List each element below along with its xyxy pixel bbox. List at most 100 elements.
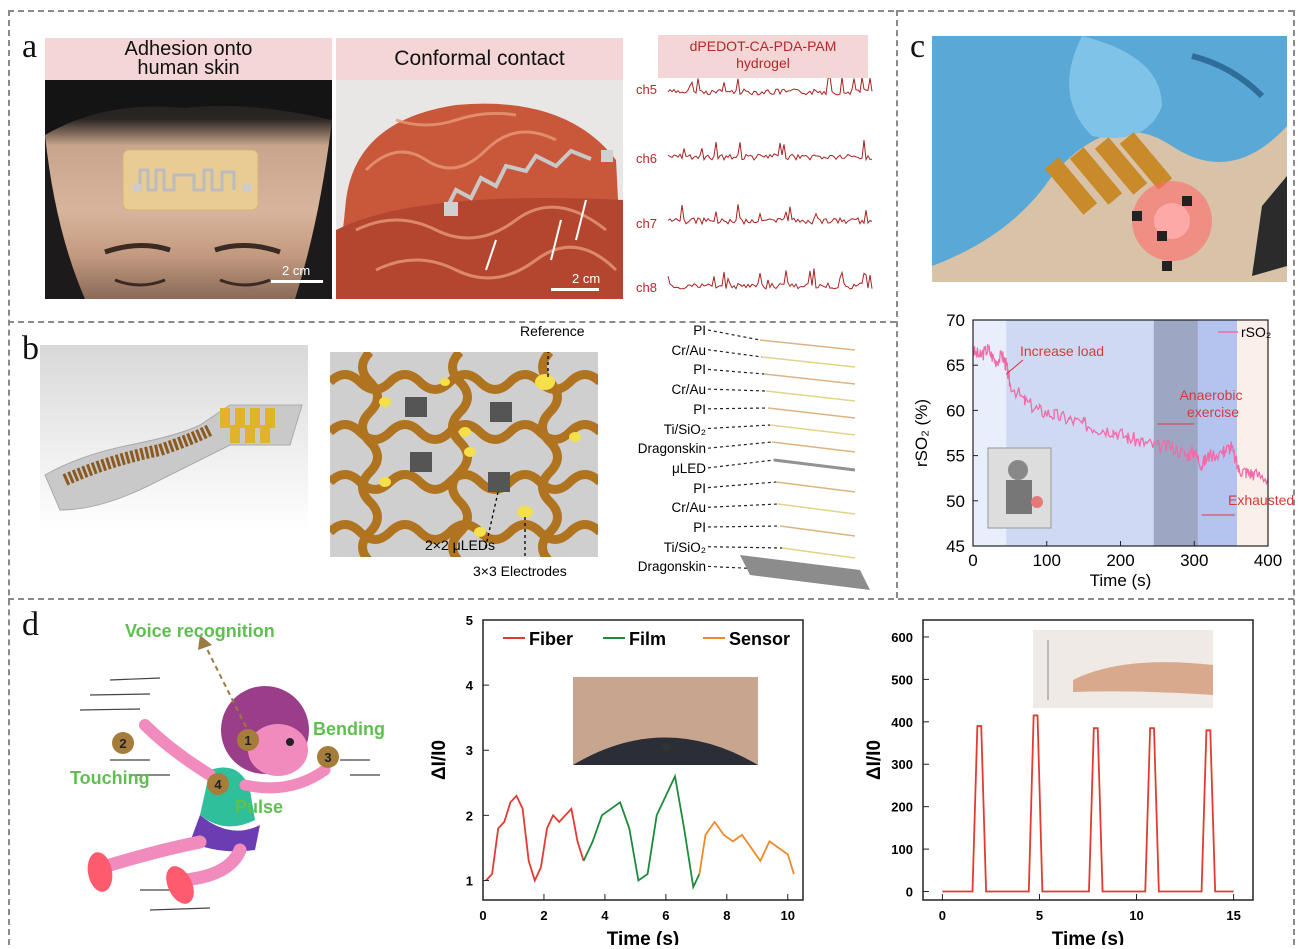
scalebar-1-label: 2 cm [282,263,310,278]
x-tick-label: 400 [1254,551,1282,570]
x-tick-label: 0 [939,908,946,923]
legend-label: Sensor [729,629,790,649]
layer-sheet [772,442,855,452]
x-tick-label: 6 [662,908,669,923]
label-electrodes: 3×3 Electrodes [473,563,567,579]
panel-label-c: c [910,28,925,66]
panel-label-d: d [22,606,39,644]
marker-1: 1 [244,733,251,748]
marker-2: 2 [119,736,126,751]
region-anaerobic [1154,320,1198,546]
eeg-trace [668,204,872,224]
y-axis-label: ΔI/I0 [864,740,885,780]
x-tick-label: 0 [479,908,486,923]
photo-forehead: 2 cm [45,80,332,299]
y-tick-label: 300 [891,757,913,772]
layer-sheet [776,482,855,492]
panel-label-a: a [22,28,37,66]
layer-arrow [708,442,772,448]
layer-label: Dragonskin [610,557,706,577]
layer-label: PI [610,518,706,538]
header-adhesion: Adhesion onto human skin [45,38,332,80]
divider-ab-c [896,10,898,598]
frame-top [8,10,1294,12]
x-tick-label: 5 [1036,908,1043,923]
eeg-ch5-label: ch5 [636,82,657,97]
layer-sheet [782,548,855,558]
layer-arrow [708,482,776,488]
layer-sheet [774,460,855,470]
y-tick-label: 0 [906,885,913,900]
annotation-exhausted: Exhausted [1228,492,1294,508]
header-conformal-text: Conformal contact [394,47,564,70]
chart-touch-peaks: 0 100 200 300 400 500 600 0 5 10 15 Time (s) ΔI/I0 [855,605,1275,945]
x-axis-label: Time (s) [607,929,680,945]
x-tick-label: 2 [540,908,547,923]
x-tick-label: 10 [781,908,795,923]
header-hydrogel-line1: dPEDOT-CA-PDA-PAM [658,38,868,55]
frame-left [8,10,10,945]
layer-sheet [768,408,855,418]
x-tick-label: 300 [1180,551,1208,570]
x-tick-label: 200 [1106,551,1134,570]
label-pulse: Pulse [235,797,283,817]
header-hydrogel-line2: hydrogel [658,55,868,72]
layer-arrow [708,389,766,391]
annotation-increase-load: Increase load [1020,343,1104,359]
device-overview [40,345,308,530]
x-tick-label: 15 [1226,908,1240,923]
y-axis-label: rSO₂ (%) [912,399,931,467]
layer-label: Ti/SiO₂ [610,538,706,558]
label-voice: Voice recognition [125,621,275,641]
y-tick-label: 100 [891,842,913,857]
layer-sheet [778,504,855,514]
y-tick-label: 3 [466,743,473,758]
x-tick-label: 8 [723,908,730,923]
layer-sheet [770,425,855,435]
region-exhausted [1198,320,1237,546]
x-tick-label: 10 [1129,908,1143,923]
divider-top-d [8,598,1294,600]
inset-head [1008,460,1028,480]
layer-arrow [708,425,770,429]
layer-arrow [708,460,774,468]
layer-label: PI [610,479,706,499]
inset-sensor-dot [662,743,670,751]
layer-label: Dragonskin [610,439,706,459]
header-hydrogel: dPEDOT-CA-PDA-PAM hydrogel [658,35,868,78]
eeg-ch7-label: ch7 [636,216,657,231]
marker-4: 4 [214,777,222,792]
layer-sheet [766,391,855,401]
layer-arrow [708,408,768,409]
x-tick-label: 100 [1033,551,1061,570]
y-tick-label: 50 [946,492,965,511]
layer-arrow [708,369,764,374]
y-tick-label: 60 [946,401,965,420]
eeg-trace [668,78,872,95]
label-leds: 2×2 μLEDs [425,537,495,553]
layer-stack [700,320,880,590]
layer-arrow [708,330,760,340]
layer-arrow [708,547,782,548]
y-tick-label: 55 [946,447,965,466]
layer-label: PI [610,321,706,341]
layer-sheet [760,340,855,350]
header-adhesion-line2: human skin [45,59,332,78]
y-tick-label: 400 [891,715,913,730]
y-tick-label: 65 [946,356,965,375]
y-axis-label: ΔI/I0 [429,740,450,780]
y-tick-label: 2 [466,808,473,823]
region-recovery [1237,320,1268,546]
serpentine-zoom [330,352,598,557]
layer-arrow [708,350,762,357]
x-axis-label: Time (s) [1090,571,1152,590]
y-tick-label: 4 [466,678,474,693]
y-tick-label: 5 [466,613,473,628]
eeg-trace [668,140,872,160]
layer-sheet [764,374,855,384]
y-tick-label: 70 [946,311,965,330]
scalebar-2-label: 2 cm [572,271,600,286]
layer-arrow [708,504,778,507]
y-tick-label: 600 [891,630,913,645]
layer-labels: PI Cr/Au PI Cr/Au PI Ti/SiO₂ Dragonskin … [610,321,706,577]
